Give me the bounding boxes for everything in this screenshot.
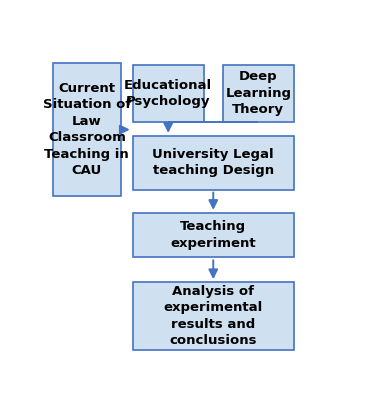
FancyBboxPatch shape — [133, 282, 294, 350]
Text: Teaching
experiment: Teaching experiment — [171, 220, 256, 250]
FancyBboxPatch shape — [133, 136, 294, 190]
Text: Deep
Learning
Theory: Deep Learning Theory — [225, 70, 291, 116]
FancyBboxPatch shape — [133, 65, 204, 122]
Text: Analysis of
experimental
results and
conclusions: Analysis of experimental results and con… — [164, 285, 263, 347]
Text: Educational
Psychology: Educational Psychology — [124, 79, 212, 108]
FancyBboxPatch shape — [223, 65, 294, 122]
FancyBboxPatch shape — [133, 213, 294, 258]
Text: Current
Situation of
Law
Classroom
Teaching in
CAU: Current Situation of Law Classroom Teach… — [43, 82, 131, 177]
Text: University Legal
teaching Design: University Legal teaching Design — [153, 148, 274, 178]
FancyBboxPatch shape — [53, 64, 121, 196]
